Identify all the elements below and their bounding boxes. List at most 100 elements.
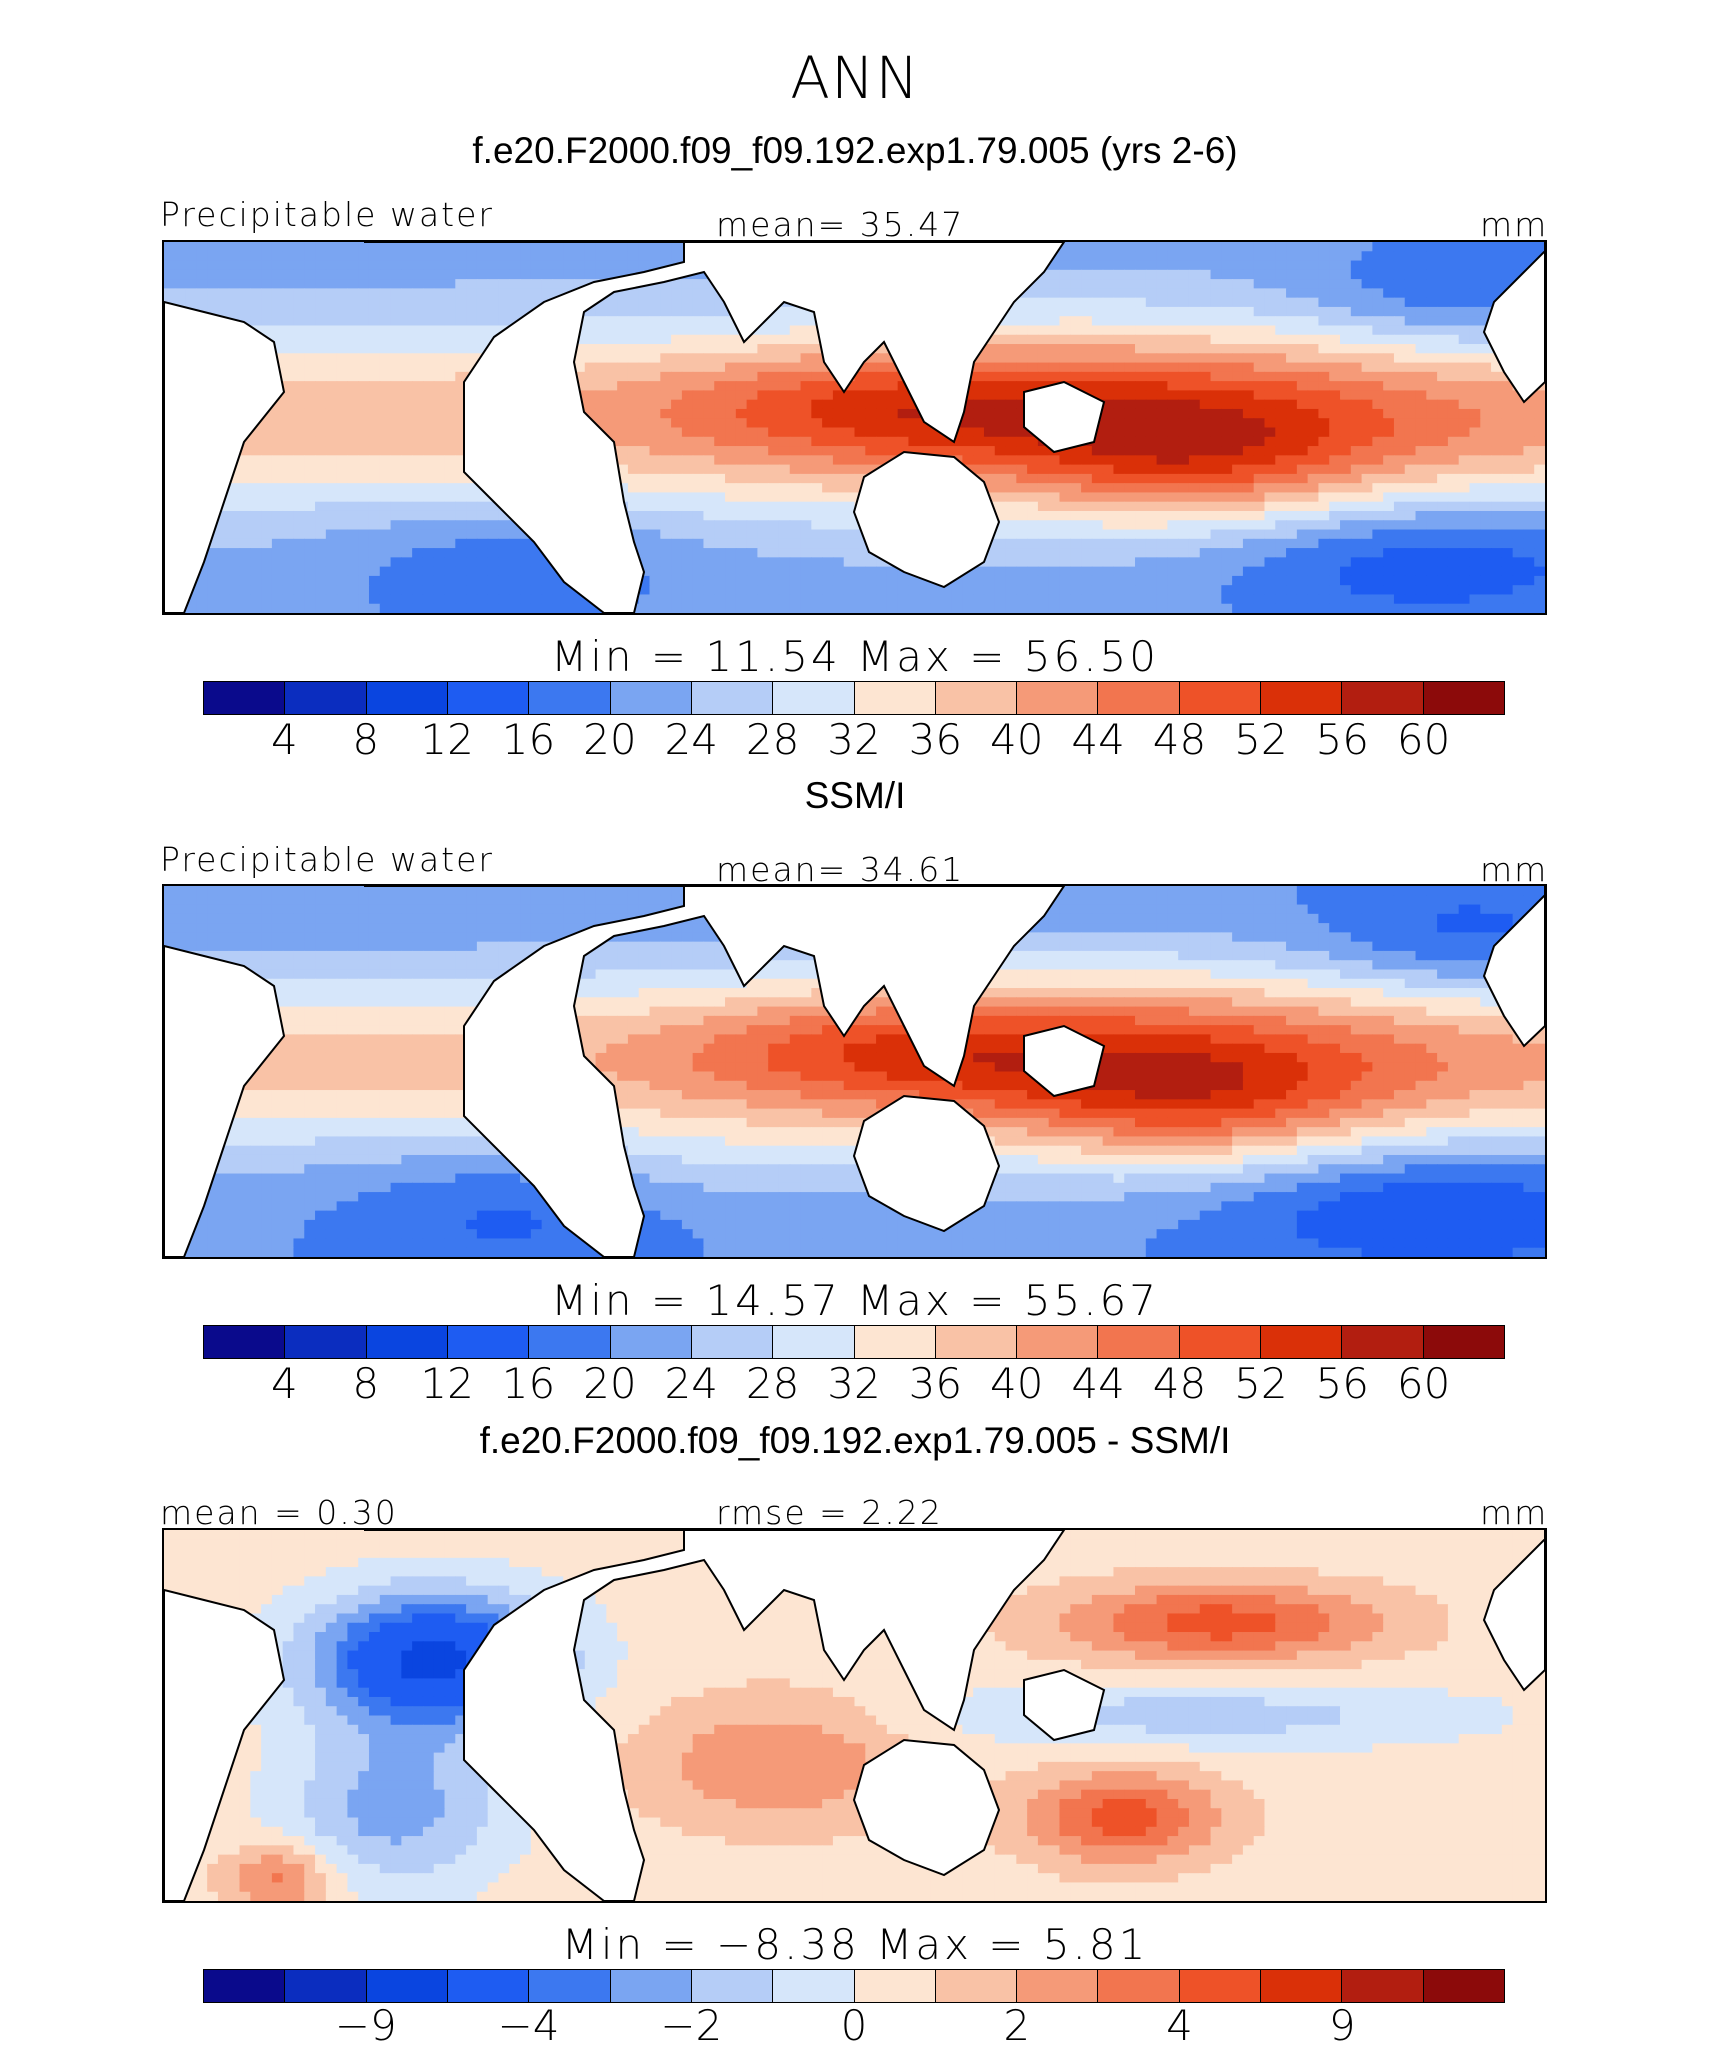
- grid-cell: [174, 242, 187, 252]
- grid-cell: [498, 251, 510, 262]
- grid-cell: [250, 297, 262, 308]
- grid-cell: [315, 418, 327, 429]
- grid-cell: [1393, 353, 1406, 364]
- grid-cell: [304, 585, 316, 596]
- grid-cell: [1307, 362, 1320, 373]
- grid-cell: [207, 288, 219, 299]
- grid-cell: [671, 408, 683, 419]
- grid-cell: [1437, 436, 1449, 447]
- grid-cell: [1188, 594, 1201, 605]
- grid-cell: [293, 427, 305, 438]
- grid-cell: [1059, 510, 1071, 521]
- grid-cell: [1350, 251, 1363, 262]
- grid-cell: [1210, 325, 1222, 336]
- grid-cell: [1091, 242, 1104, 252]
- grid-cell: [1512, 575, 1525, 586]
- grid-cell: [207, 306, 219, 317]
- grid-cell: [1523, 399, 1535, 410]
- grid-cell: [433, 334, 446, 345]
- grid-cell: [282, 242, 295, 252]
- grid-cell: [638, 251, 651, 262]
- grid-cell: [530, 260, 543, 271]
- grid-cell: [1059, 557, 1071, 568]
- grid-cell: [412, 510, 424, 521]
- grid-cell: [671, 306, 683, 317]
- grid-cell: [401, 436, 413, 447]
- grid-cell: [1340, 575, 1352, 586]
- grid-cell: [1048, 492, 1061, 503]
- grid-cell: [1167, 390, 1179, 401]
- grid-cell: [1199, 492, 1212, 503]
- grid-cell: [692, 408, 705, 419]
- grid-cell: [703, 483, 715, 494]
- grid-cell: [994, 427, 1007, 438]
- grid-cell: [606, 242, 618, 252]
- grid-cell: [1156, 288, 1168, 299]
- grid-cell: [1091, 362, 1104, 373]
- grid-cell: [1145, 353, 1158, 364]
- grid-cell: [1512, 251, 1525, 262]
- grid-cell: [1145, 288, 1158, 299]
- grid-cell: [325, 242, 338, 252]
- grid-cell: [1318, 510, 1330, 521]
- grid-cell: [1361, 529, 1373, 540]
- grid-cell: [1458, 306, 1471, 317]
- grid-cell: [1178, 464, 1190, 475]
- grid-cell: [1221, 418, 1233, 429]
- grid-cell: [1501, 408, 1514, 419]
- grid-cell: [520, 242, 532, 252]
- grid-cell: [1501, 557, 1514, 568]
- grid-cell: [1016, 297, 1028, 308]
- grid-cell: [1178, 353, 1190, 364]
- grid-cell: [552, 242, 564, 252]
- grid-cell: [1005, 529, 1017, 540]
- grid-cell: [876, 585, 888, 596]
- grid-cell: [228, 538, 241, 549]
- grid-cell: [1415, 483, 1427, 494]
- grid-cell: [1296, 316, 1309, 327]
- grid-cell: [1210, 279, 1222, 289]
- grid-cell: [703, 362, 715, 373]
- grid-cell: [1491, 399, 1503, 410]
- grid-cell: [1523, 242, 1535, 252]
- grid-cell: [498, 510, 510, 521]
- grid-cell: [1469, 306, 1481, 317]
- grid-cell: [250, 260, 262, 271]
- grid-cell: [1113, 483, 1125, 494]
- grid-cell: [1393, 492, 1406, 503]
- grid-cell: [433, 316, 446, 327]
- grid-cell: [1070, 242, 1082, 252]
- grid-cell: [811, 566, 823, 577]
- grid-cell: [606, 371, 618, 382]
- grid-cell: [1070, 260, 1082, 271]
- grid-cell: [207, 538, 219, 549]
- grid-cell: [1070, 492, 1082, 503]
- grid-cell: [886, 381, 899, 392]
- grid-cell: [789, 548, 802, 558]
- grid-cell: [1135, 427, 1147, 438]
- grid-cell: [196, 260, 208, 271]
- grid-cell: [606, 306, 618, 317]
- grid-cell: [692, 381, 705, 392]
- grid-cell: [433, 455, 446, 466]
- grid-cell: [336, 418, 349, 429]
- grid-cell: [336, 594, 349, 605]
- grid-cell: [584, 399, 597, 410]
- grid-cell: [1318, 334, 1330, 345]
- grid-cell: [1124, 529, 1136, 540]
- grid-cell: [412, 344, 424, 354]
- grid-cell: [627, 501, 640, 512]
- grid-cell: [595, 344, 607, 354]
- grid-cell: [778, 427, 791, 438]
- grid-cell: [1318, 288, 1330, 299]
- grid-cell: [1426, 594, 1438, 605]
- grid-cell: [1329, 501, 1341, 512]
- grid-cell: [1329, 362, 1341, 373]
- grid-cell: [368, 446, 381, 456]
- grid-cell: [1037, 483, 1050, 494]
- grid-cell: [1275, 251, 1287, 262]
- grid-cell: [627, 492, 640, 503]
- grid-cell: [466, 529, 478, 540]
- grid-cell: [757, 483, 769, 494]
- grid-cell: [800, 566, 812, 577]
